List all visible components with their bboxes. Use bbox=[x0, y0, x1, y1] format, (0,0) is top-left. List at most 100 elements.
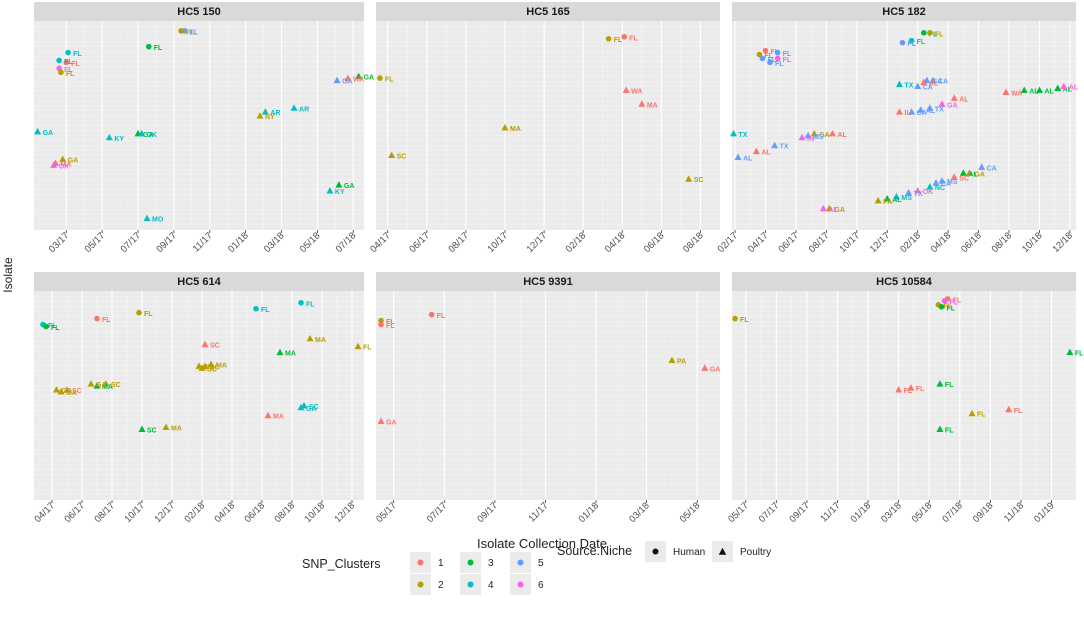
data-point bbox=[59, 155, 67, 162]
data-point bbox=[1020, 86, 1028, 93]
data-point bbox=[819, 204, 827, 212]
point-label: AL bbox=[837, 132, 847, 139]
data-point bbox=[377, 75, 383, 81]
data-point bbox=[950, 94, 958, 101]
point-label: MO bbox=[152, 217, 164, 224]
point-label: SC bbox=[210, 343, 220, 350]
point-label: MA bbox=[102, 384, 113, 391]
x-tick-label: 12/17 bbox=[525, 230, 550, 255]
x-tick-label: 08/17 bbox=[93, 500, 118, 525]
data-point bbox=[895, 386, 903, 393]
point-label: FL bbox=[945, 382, 954, 389]
data-point bbox=[908, 108, 916, 115]
data-point bbox=[914, 187, 922, 194]
data-point bbox=[752, 147, 760, 155]
point-label: FL bbox=[66, 71, 75, 78]
point-label: FL bbox=[144, 311, 153, 318]
point-label: CA bbox=[923, 85, 933, 92]
panel-hc5-9391: HC5 9391 05/17 07/17 09/17 11/17 01/18 03/18 05… bbox=[374, 272, 720, 525]
data-point bbox=[276, 348, 284, 356]
x-tick-label: 12/18 bbox=[1050, 230, 1075, 255]
data-point bbox=[56, 57, 62, 64]
x-tick-label: 07/17 bbox=[757, 500, 782, 525]
x-tick-label: 04/18 bbox=[213, 500, 238, 525]
x-tick-label: 07/17 bbox=[119, 230, 144, 255]
data-point bbox=[63, 59, 70, 66]
data-point bbox=[335, 181, 343, 188]
panel-strip bbox=[34, 272, 364, 291]
point-label: FL bbox=[943, 303, 952, 310]
legend-label: Poultry bbox=[740, 547, 771, 558]
data-point bbox=[767, 59, 773, 66]
point-label: OK bbox=[923, 189, 934, 196]
point-label: AL bbox=[959, 96, 969, 103]
data-point bbox=[908, 37, 915, 44]
data-point bbox=[883, 194, 891, 202]
data-point bbox=[162, 423, 170, 431]
data-point bbox=[621, 33, 628, 40]
legend: SNP_Clusters 1 2 3 4 5 6 Source.Niche Human Poult… bbox=[302, 541, 771, 595]
x-tick-label: 11/17 bbox=[191, 230, 215, 254]
x-tick-label: 04/17 bbox=[33, 500, 58, 525]
point-label: FL bbox=[48, 323, 57, 330]
x-tick-label: 06/18 bbox=[642, 230, 667, 255]
point-label: AL bbox=[1063, 87, 1073, 94]
panel-title: HC5 150 bbox=[177, 6, 220, 18]
data-point bbox=[734, 153, 742, 161]
legend-color-title: SNP_Clusters bbox=[302, 557, 381, 571]
point-label: FL bbox=[950, 299, 959, 306]
data-point bbox=[936, 380, 944, 387]
point-label: FL bbox=[306, 301, 315, 308]
point-label: TX bbox=[780, 144, 789, 151]
x-tick-label: 09/18 bbox=[971, 500, 996, 525]
data-point bbox=[959, 169, 967, 176]
x-tick-label: 10/18 bbox=[303, 500, 328, 525]
x-tick-label: 01/18 bbox=[849, 500, 874, 525]
data-point bbox=[929, 76, 937, 84]
point-label: MA bbox=[66, 390, 77, 397]
panel-hc5-182: HC5 182 02/17 04/17 06/17 08/17 10/17 12/17 02/… bbox=[716, 2, 1079, 255]
data-point bbox=[932, 179, 940, 186]
point-label: FL bbox=[186, 29, 195, 36]
legend-label: 5 bbox=[538, 558, 544, 569]
point-label: NC bbox=[935, 185, 945, 192]
data-point bbox=[1066, 348, 1074, 356]
x-tick-label: 09/17 bbox=[154, 230, 179, 255]
data-point bbox=[428, 311, 435, 318]
point-label: MA bbox=[647, 102, 658, 109]
data-point bbox=[138, 129, 146, 137]
point-label: FL bbox=[386, 323, 395, 330]
point-label: FL bbox=[261, 307, 270, 314]
point-label: AL bbox=[1029, 89, 1039, 96]
data-point bbox=[638, 100, 646, 107]
data-point bbox=[941, 298, 948, 304]
point-label: FL bbox=[907, 41, 916, 48]
legend-key-cluster-1 bbox=[417, 559, 424, 566]
point-label: FL bbox=[904, 388, 913, 395]
data-point bbox=[136, 309, 142, 316]
x-tick-label: 04/17 bbox=[368, 230, 393, 255]
data-point bbox=[730, 129, 738, 137]
data-point bbox=[93, 382, 101, 389]
data-point bbox=[1054, 84, 1062, 92]
point-label: PA bbox=[677, 359, 686, 366]
data-point bbox=[57, 388, 65, 395]
data-point bbox=[65, 49, 71, 56]
point-label: FL bbox=[629, 35, 638, 42]
data-point bbox=[965, 169, 973, 176]
data-point bbox=[810, 129, 818, 137]
point-label: CA bbox=[987, 165, 997, 172]
x-tick-label: 03/17 bbox=[47, 230, 72, 255]
point-label: FL bbox=[1014, 408, 1023, 415]
data-point bbox=[685, 175, 693, 182]
point-label: GA bbox=[947, 102, 958, 109]
point-label: AR bbox=[270, 110, 280, 117]
data-point bbox=[253, 305, 259, 312]
data-point bbox=[256, 112, 264, 119]
data-point bbox=[759, 55, 766, 62]
legend-key-cluster-5 bbox=[517, 559, 524, 566]
data-point bbox=[261, 108, 269, 115]
data-point bbox=[968, 409, 976, 417]
data-point bbox=[378, 317, 384, 324]
